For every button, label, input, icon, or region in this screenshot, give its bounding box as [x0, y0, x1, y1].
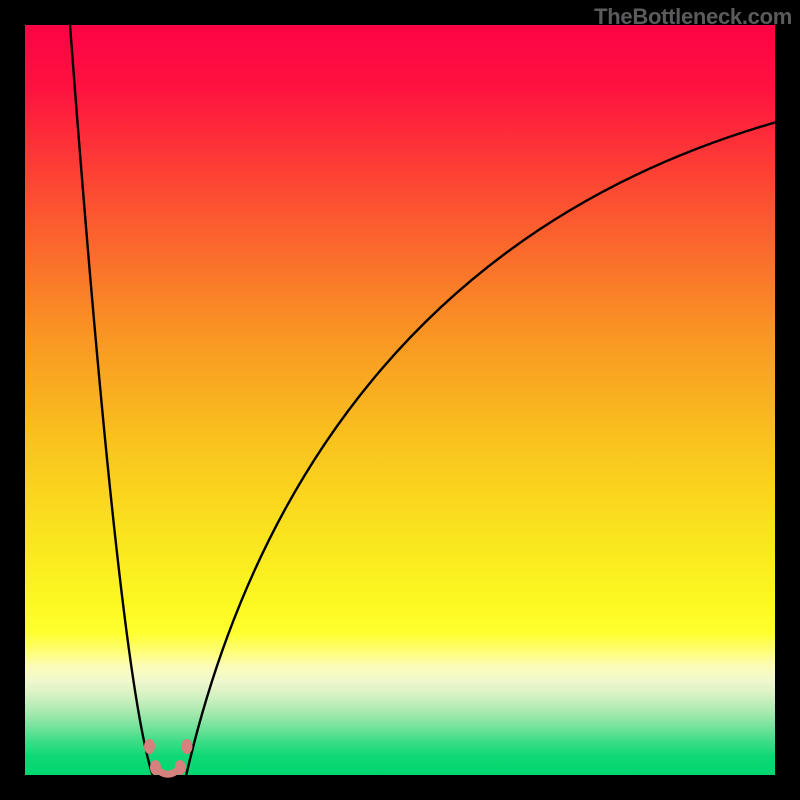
bottom-marker — [182, 740, 192, 754]
watermark-text: TheBottleneck.com — [594, 4, 792, 30]
bottom-marker — [145, 740, 155, 754]
bottom-marker — [151, 761, 161, 775]
bottom-marker — [175, 761, 185, 775]
plot-area — [25, 25, 775, 775]
